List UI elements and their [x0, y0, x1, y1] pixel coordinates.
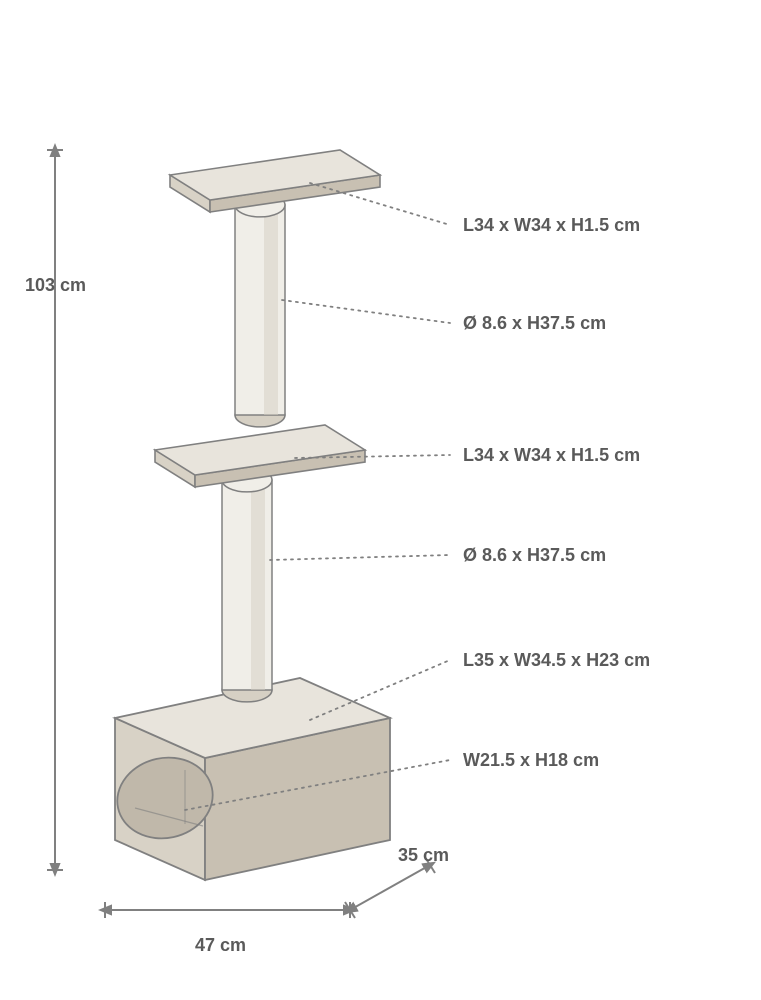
top-platform: [170, 150, 380, 212]
callout-label-3: Ø 8.6 x H37.5 cm: [463, 545, 606, 566]
callout-label-4: L35 x W34.5 x H23 cm: [463, 650, 650, 671]
depth-arrow: [350, 865, 430, 910]
bottom-column: [222, 468, 272, 702]
depth-label: 35 cm: [398, 845, 449, 866]
callout-label-5: W21.5 x H18 cm: [463, 750, 599, 771]
height-label: 103 cm: [25, 275, 86, 296]
callout-leader-4: [310, 660, 450, 720]
mid-platform: [155, 425, 365, 487]
width-label: 47 cm: [195, 935, 246, 956]
callout-label-1: Ø 8.6 x H37.5 cm: [463, 313, 606, 334]
callout-leader-0: [310, 183, 450, 225]
diagram-canvas: [0, 0, 761, 1000]
callout-leader-1: [282, 300, 450, 323]
callout-leader-3: [270, 555, 450, 560]
top-column: [235, 193, 285, 427]
callout-label-0: L34 x W34 x H1.5 cm: [463, 215, 640, 236]
callout-label-2: L34 x W34 x H1.5 cm: [463, 445, 640, 466]
base-box: [110, 678, 390, 880]
